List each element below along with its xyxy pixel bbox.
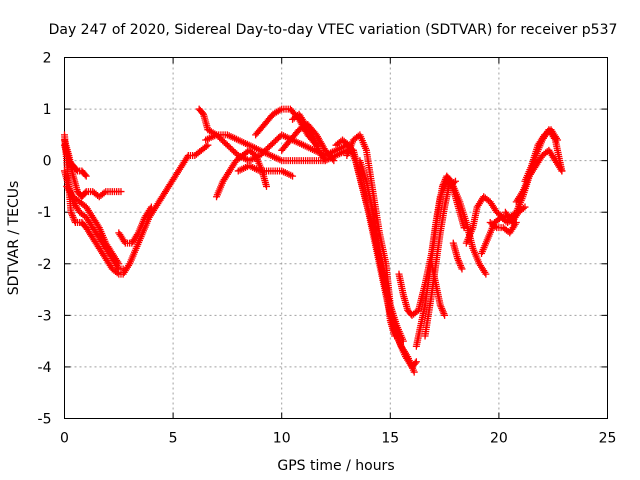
data-point: [460, 224, 468, 232]
data-point: [82, 172, 90, 180]
series-arc-13: [289, 110, 329, 165]
data-point: [330, 157, 338, 165]
series-arc-9: [213, 146, 270, 201]
data-point: [521, 203, 529, 211]
series-arc-6: [115, 203, 155, 247]
data-point: [450, 179, 458, 187]
x-tick-label: 0: [60, 431, 69, 447]
data-point: [519, 204, 527, 212]
data-point: [202, 142, 210, 150]
y-tick-label: -5: [38, 412, 52, 428]
data-point: [117, 188, 125, 196]
data-point: [81, 171, 89, 179]
chart-title: Day 247 of 2020, Sidereal Day-to-day VTE…: [49, 22, 618, 38]
data-point: [100, 189, 108, 197]
series-arc-20: [421, 177, 459, 340]
x-axis-label: GPS time / hours: [277, 458, 394, 474]
series-arc-25: [486, 219, 520, 237]
data-point: [391, 332, 399, 340]
series-arc-2: [61, 131, 212, 278]
data-point: [72, 166, 80, 174]
data-point: [329, 155, 337, 163]
data-point: [410, 368, 418, 376]
y-tick-label: -3: [38, 308, 52, 324]
x-tick-label: 5: [169, 431, 178, 447]
series-arc-5: [63, 182, 123, 268]
y-tick-label: 1: [43, 102, 52, 118]
data-point: [451, 177, 459, 185]
grid: [64, 57, 608, 419]
series-arc-21: [428, 260, 449, 319]
series-arc-27: [521, 126, 562, 185]
series-arc-28: [501, 203, 529, 227]
x-tick-label: 10: [273, 431, 291, 447]
data-point: [458, 265, 466, 273]
data-point: [262, 182, 270, 190]
data-point: [198, 109, 206, 117]
data-point: [399, 337, 407, 345]
y-tick-label: -2: [38, 257, 52, 273]
series-arc-8: [202, 131, 329, 165]
y-tick-label: -1: [38, 205, 52, 221]
y-tick-label: 2: [43, 51, 52, 67]
series-arc-22: [449, 239, 466, 273]
data-point: [482, 270, 490, 278]
data-point: [147, 203, 155, 211]
data-point: [558, 167, 566, 175]
series-arc-4: [61, 141, 90, 180]
plot-frame: [64, 57, 608, 419]
data-point: [115, 260, 123, 268]
x-tick-label: 25: [599, 431, 617, 447]
data-point: [119, 265, 127, 273]
data-point: [204, 141, 212, 149]
data-point: [289, 172, 297, 180]
x-tick-label: 15: [381, 431, 399, 447]
y-tick-label: 0: [43, 154, 52, 170]
data-point: [412, 358, 420, 366]
y-tick-label: -4: [38, 360, 52, 376]
data-point: [491, 222, 499, 230]
data-point: [554, 136, 562, 144]
series-arc-26: [512, 146, 566, 206]
data-point: [441, 311, 449, 319]
data-marks: [61, 105, 566, 376]
data-point: [81, 189, 89, 197]
series-arc-11: [234, 162, 297, 180]
y-axis-label: SDTVAR / TECUs: [6, 181, 22, 296]
x-tick-label: 20: [490, 431, 508, 447]
series-arc-17: [356, 157, 399, 340]
